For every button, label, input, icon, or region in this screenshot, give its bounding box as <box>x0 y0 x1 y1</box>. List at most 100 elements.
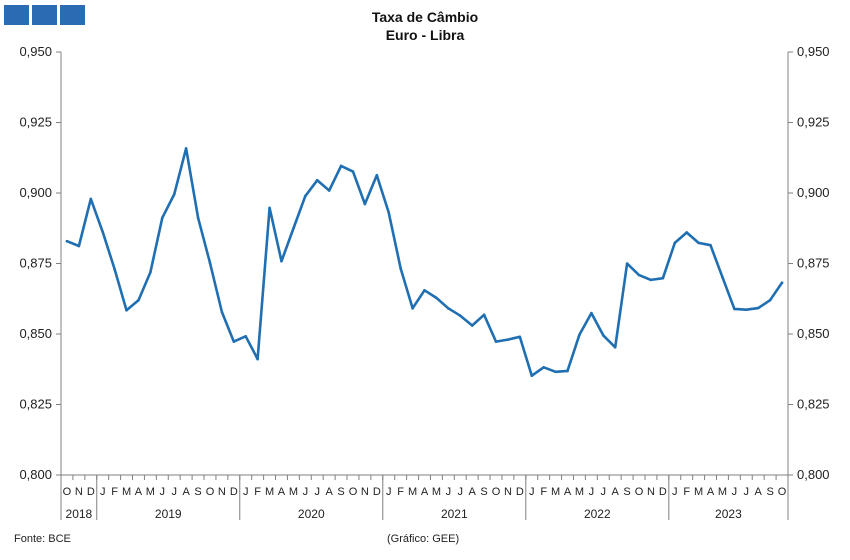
data-point <box>244 334 248 338</box>
data-point <box>458 314 462 317</box>
x-tick-label-month: O <box>63 486 72 498</box>
y-tick-label-left: 0,875 <box>19 256 52 271</box>
x-tick-label-month: A <box>755 486 763 498</box>
y-tick-label-left: 0,900 <box>19 185 52 200</box>
y-tick-label-left: 0,925 <box>19 115 52 130</box>
data-point <box>101 230 105 234</box>
data-point <box>149 270 152 274</box>
y-tick-label-right: 0,800 <box>797 467 830 482</box>
x-tick-label-year: 2019 <box>155 507 182 521</box>
data-point <box>566 369 569 373</box>
data-point <box>673 241 677 245</box>
data-point <box>292 227 295 230</box>
x-tick-label-month: J <box>314 486 320 498</box>
x-tick-label-month: S <box>623 486 630 498</box>
x-tick-label-month: S <box>480 486 487 498</box>
data-point <box>601 334 605 337</box>
x-tick-label-month: M <box>265 486 274 498</box>
data-point <box>208 261 212 265</box>
x-tick-label-month: M <box>289 486 298 498</box>
data-point <box>685 231 688 234</box>
x-tick-label-month: M <box>551 486 560 498</box>
x-tick-label-month: J <box>100 486 106 498</box>
x-tick-label-month: N <box>647 486 655 498</box>
x-tick-label-month: M <box>408 486 417 498</box>
x-tick-label-month: J <box>386 486 392 498</box>
data-point <box>77 244 81 248</box>
data-point <box>709 243 712 247</box>
y-tick-label-right: 0,925 <box>797 115 830 130</box>
x-tick-label-month: A <box>182 486 190 498</box>
x-tick-label-month: J <box>303 486 309 498</box>
logo <box>4 5 85 25</box>
x-tick-label-month: A <box>421 486 429 498</box>
y-tick-label-right: 0,875 <box>797 256 830 271</box>
chart-subtitle: Euro - Libra <box>385 27 465 43</box>
x-tick-label-month: J <box>589 486 595 498</box>
data-point <box>744 308 748 312</box>
data-point <box>697 241 700 245</box>
x-tick-label-month: A <box>612 486 620 498</box>
x-tick-label-month: J <box>529 486 535 498</box>
x-tick-label-month: J <box>243 486 249 498</box>
x-tick-label-month: F <box>111 486 118 498</box>
x-tick-label-month: J <box>672 486 678 498</box>
data-point <box>232 340 236 343</box>
data-point <box>768 298 772 302</box>
data-point <box>625 262 629 265</box>
y-tick-label-left: 0,850 <box>19 326 52 341</box>
x-tick-label-month: M <box>575 486 584 498</box>
x-tick-label-month: M <box>432 486 441 498</box>
x-tick-label-month: M <box>694 486 703 498</box>
y-tick-label-right: 0,950 <box>797 44 830 59</box>
data-point <box>351 170 355 173</box>
data-point <box>363 202 367 206</box>
x-tick-label-month: M <box>146 486 155 498</box>
data-point <box>327 189 331 192</box>
credit-note: (Gráfico: GEE) <box>387 533 460 545</box>
y-tick-label-right: 0,900 <box>797 185 830 200</box>
data-point <box>387 211 391 214</box>
data-point <box>161 216 164 220</box>
x-tick-label-month: A <box>707 486 715 498</box>
x-tick-label-month: A <box>469 486 477 498</box>
data-point <box>613 345 617 349</box>
x-tick-label-month: A <box>278 486 286 498</box>
series-line <box>65 147 784 378</box>
x-tick-label-month: S <box>194 486 201 498</box>
data-point <box>733 307 736 311</box>
x-tick-label-year: 2018 <box>66 507 93 521</box>
y-tick-label-left: 0,800 <box>19 467 52 482</box>
x-tick-label-year: 2021 <box>441 507 468 521</box>
x-tick-label-month: J <box>601 486 607 498</box>
data-point <box>554 370 557 374</box>
x-tick-label-month: F <box>397 486 404 498</box>
x-tick-label-month: N <box>504 486 512 498</box>
x-tick-label-month: O <box>635 486 644 498</box>
data-point <box>721 276 724 279</box>
data-point <box>339 164 343 168</box>
x-tick-label-month: J <box>744 486 750 498</box>
data-point <box>304 194 307 198</box>
y-tick-label-right: 0,850 <box>797 326 830 341</box>
data-point <box>184 147 188 150</box>
data-point <box>482 313 486 317</box>
data-point <box>661 276 665 280</box>
x-tick-label-month: J <box>732 486 738 498</box>
x-tick-label-month: S <box>766 486 773 498</box>
data-point <box>518 335 522 339</box>
data-point <box>542 365 545 369</box>
x-tick-label-month: N <box>218 486 226 498</box>
x-tick-label-month: N <box>75 486 83 498</box>
x-tick-label-month: A <box>325 486 333 498</box>
data-point <box>494 340 498 343</box>
x-tick-label-month: O <box>206 486 215 498</box>
data-point <box>649 278 653 282</box>
data-point <box>65 239 69 243</box>
data-point <box>578 333 581 337</box>
x-tick-label-month: O <box>492 486 501 498</box>
x-tick-label-month: J <box>160 486 166 498</box>
data-point <box>220 310 224 314</box>
chart-title: Taxa de Câmbio <box>371 9 479 25</box>
